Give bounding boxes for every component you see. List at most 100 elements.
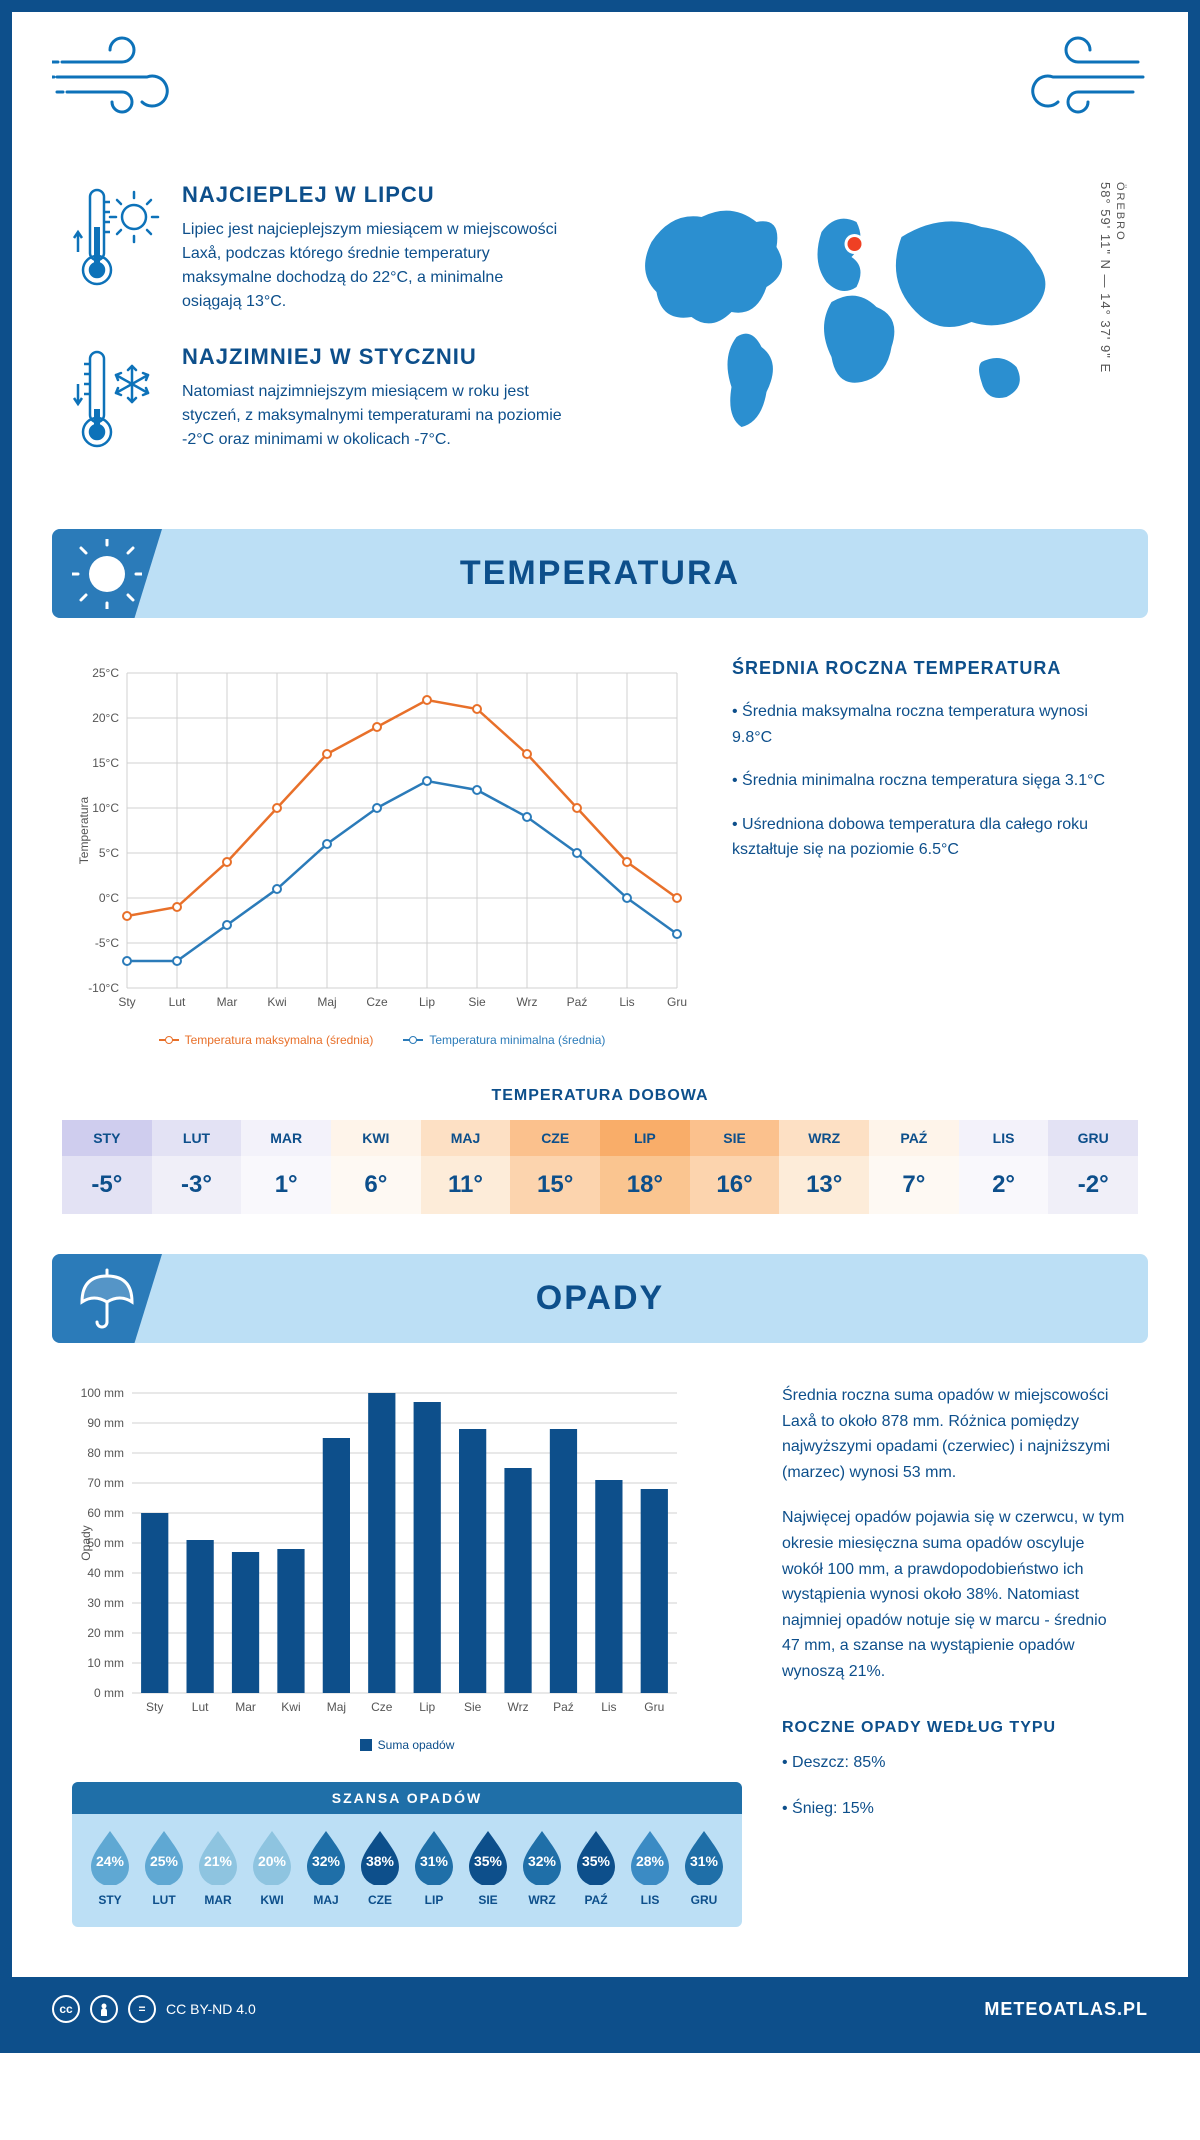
legend-min: Temperatura minimalna (średnia) <box>429 1033 605 1047</box>
chance-drop: 31% LIP <box>411 1829 457 1907</box>
svg-text:Lip: Lip <box>419 1700 435 1714</box>
dobowa-cell: CZE 15° <box>510 1120 600 1214</box>
dobowa-cell: WRZ 13° <box>779 1120 869 1214</box>
dobowa-title: TEMPERATURA DOBOWA <box>12 1087 1188 1105</box>
avg-temp-p1: • Średnia maksymalna roczna temperatura … <box>732 699 1128 750</box>
temperature-banner: TEMPERATURA <box>52 529 1148 618</box>
dobowa-cell: LIS 2° <box>959 1120 1049 1214</box>
hot-block: NAJCIEPLEJ W LIPCU Lipiec jest najcieple… <box>72 182 585 314</box>
svg-text:60 mm: 60 mm <box>87 1506 124 1520</box>
temperature-chart: -10°C-5°C0°C5°C10°C15°C20°C25°CStyLutMar… <box>72 658 692 1047</box>
dobowa-cell: MAJ 11° <box>421 1120 511 1214</box>
precipitation-chart: 0 mm10 mm20 mm30 mm40 mm50 mm60 mm70 mm8… <box>72 1383 742 1927</box>
svg-text:Lip: Lip <box>419 995 435 1009</box>
legend-opady: Suma opadów <box>378 1738 455 1752</box>
svg-text:Wrz: Wrz <box>516 995 537 1009</box>
dobowa-cell: LUT -3° <box>152 1120 242 1214</box>
thermometer-cold-icon <box>72 344 162 459</box>
svg-text:Paź: Paź <box>567 995 588 1009</box>
cold-block: NAJZIMNIEJ W STYCZNIU Natomiast najzimni… <box>72 344 585 459</box>
chance-drop: 35% PAŹ <box>573 1829 619 1907</box>
svg-text:Mar: Mar <box>217 995 238 1009</box>
svg-text:70 mm: 70 mm <box>87 1476 124 1490</box>
svg-text:Cze: Cze <box>366 995 388 1009</box>
header: LAXÅ SZWECJA <box>12 12 1188 152</box>
svg-text:Paź: Paź <box>553 1700 574 1714</box>
legend-max: Temperatura maksymalna (średnia) <box>185 1033 374 1047</box>
svg-text:Gru: Gru <box>667 995 687 1009</box>
chance-drop: 24% STY <box>87 1829 133 1907</box>
avg-temp-title: ŚREDNIA ROCZNA TEMPERATURA <box>732 658 1128 679</box>
svg-text:Lut: Lut <box>192 1700 209 1714</box>
chance-drop: 28% LIS <box>627 1829 673 1907</box>
svg-text:20 mm: 20 mm <box>87 1626 124 1640</box>
dobowa-cell: MAR 1° <box>241 1120 331 1214</box>
svg-text:Mar: Mar <box>235 1700 256 1714</box>
svg-text:Maj: Maj <box>317 995 336 1009</box>
umbrella-icon <box>52 1254 162 1343</box>
wind-icon-left <box>52 32 192 127</box>
svg-text:0°C: 0°C <box>99 891 119 905</box>
svg-text:10°C: 10°C <box>92 801 119 815</box>
svg-text:Maj: Maj <box>327 1700 346 1714</box>
svg-text:Kwi: Kwi <box>267 995 286 1009</box>
license-text: CC BY-ND 4.0 <box>166 2001 256 2017</box>
site-name: METEOATLAS.PL <box>984 1999 1148 2020</box>
svg-text:Wrz: Wrz <box>507 1700 528 1714</box>
svg-text:80 mm: 80 mm <box>87 1446 124 1460</box>
world-map: ÖREBRO 58° 59' 11" N — 14° 37' 9" E <box>615 182 1128 489</box>
svg-text:Sie: Sie <box>464 1700 482 1714</box>
svg-text:10 mm: 10 mm <box>87 1656 124 1670</box>
temperature-title: TEMPERATURA <box>52 554 1148 593</box>
avg-temp-p3: • Uśredniona dobowa temperatura dla całe… <box>732 812 1128 863</box>
opady-typ-title: ROCZNE OPADY WEDŁUG TYPU <box>782 1715 1128 1741</box>
dobowa-cell: PAŹ 7° <box>869 1120 959 1214</box>
chance-drop: 21% MAR <box>195 1829 241 1907</box>
svg-text:100 mm: 100 mm <box>81 1386 124 1400</box>
hot-title: NAJCIEPLEJ W LIPCU <box>182 182 562 208</box>
footer: cc = CC BY-ND 4.0 METEOATLAS.PL <box>12 1977 1188 2041</box>
svg-text:Sty: Sty <box>146 1700 163 1714</box>
precipitation-banner: OPADY <box>52 1254 1148 1343</box>
svg-text:0 mm: 0 mm <box>94 1686 124 1700</box>
by-icon <box>90 1995 118 2023</box>
title-block: LAXÅ SZWECJA <box>431 32 770 142</box>
svg-text:90 mm: 90 mm <box>87 1416 124 1430</box>
nd-icon: = <box>128 1995 156 2023</box>
cold-title: NAJZIMNIEJ W STYCZNIU <box>182 344 562 370</box>
dobowa-cell: GRU -2° <box>1048 1120 1138 1214</box>
dobowa-cell: KWI 6° <box>331 1120 421 1214</box>
chance-drop: 20% KWI <box>249 1829 295 1907</box>
opady-p2: Najwięcej opadów pojawia się w czerwcu, … <box>782 1505 1128 1684</box>
dobowa-cell: STY -5° <box>62 1120 152 1214</box>
svg-text:20°C: 20°C <box>92 711 119 725</box>
svg-text:-10°C: -10°C <box>88 981 119 995</box>
svg-text:Opady: Opady <box>79 1525 93 1560</box>
svg-text:40 mm: 40 mm <box>87 1566 124 1580</box>
chance-drop: 35% SIE <box>465 1829 511 1907</box>
precipitation-text: Średnia roczna suma opadów w miejscowośc… <box>782 1383 1128 1927</box>
svg-text:Lut: Lut <box>169 995 186 1009</box>
hot-text: Lipiec jest najcieplejszym miesiącem w m… <box>182 218 562 314</box>
city-title: LAXÅ <box>531 52 670 107</box>
chance-drop: 38% CZE <box>357 1829 403 1907</box>
cc-icon: cc <box>52 1995 80 2023</box>
svg-text:Cze: Cze <box>371 1700 393 1714</box>
opady-p1: Średnia roczna suma opadów w miejscowośc… <box>782 1383 1128 1485</box>
opady-typ1: • Deszcz: 85% <box>782 1750 1128 1776</box>
cold-text: Natomiast najzimniejszym miesiącem w rok… <box>182 380 562 452</box>
svg-text:30 mm: 30 mm <box>87 1596 124 1610</box>
svg-text:Gru: Gru <box>644 1700 664 1714</box>
dobowa-table: STY -5° LUT -3° MAR 1° KWI 6° MAJ 11° CZ… <box>62 1120 1138 1214</box>
info-row: NAJCIEPLEJ W LIPCU Lipiec jest najcieple… <box>12 152 1188 529</box>
sun-icon <box>52 529 162 618</box>
country-subtitle: SZWECJA <box>531 111 670 127</box>
svg-text:-5°C: -5°C <box>95 936 119 950</box>
avg-temp-p2: • Średnia minimalna roczna temperatura s… <box>732 768 1128 794</box>
svg-text:Temperatura: Temperatura <box>77 796 91 864</box>
opady-typ2: • Śnieg: 15% <box>782 1796 1128 1822</box>
chance-drop: 31% GRU <box>681 1829 727 1907</box>
svg-text:15°C: 15°C <box>92 756 119 770</box>
chance-drop: 32% MAJ <box>303 1829 349 1907</box>
wind-icon-right <box>1008 32 1148 127</box>
